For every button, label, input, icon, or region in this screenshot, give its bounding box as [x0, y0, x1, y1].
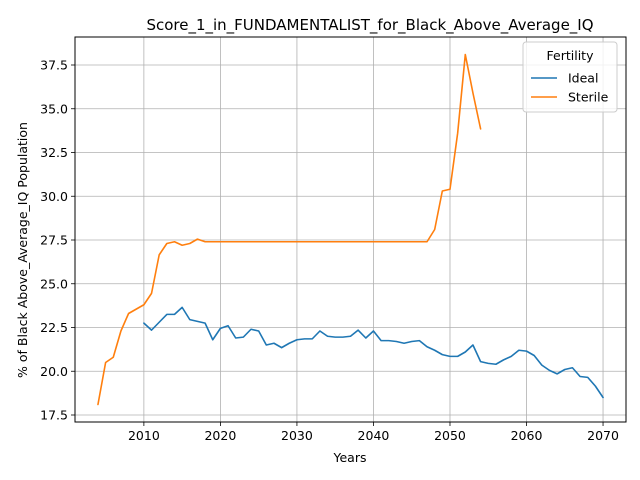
x-tick-label: 2030 [281, 428, 313, 443]
y-tick-label: 35.0 [40, 101, 68, 116]
grid-lines [75, 37, 626, 422]
y-tick-label: 17.5 [40, 408, 68, 423]
series-line-ideal [143, 306, 604, 399]
x-tick-label: 2060 [511, 428, 543, 443]
y-tick-label: 30.0 [40, 189, 68, 204]
legend-label-sterile: Sterile [568, 90, 609, 105]
y-tick-label: 37.5 [40, 58, 68, 73]
y-tick-label: 27.5 [40, 233, 68, 248]
y-tick-label: 22.5 [40, 320, 68, 335]
legend-box [522, 41, 618, 113]
x-tick-label: 2040 [358, 428, 390, 443]
x-tick-label: 2020 [204, 428, 236, 443]
x-tick-label: 2070 [587, 428, 619, 443]
y-tick-label: 25.0 [40, 276, 68, 291]
legend-title: Fertility [547, 48, 595, 63]
plot-frame [74, 36, 627, 423]
y-tick-label: 32.5 [40, 145, 68, 160]
series-lines [97, 53, 604, 406]
y-axis-label: % of Black Above_Average_IQ Population [15, 122, 30, 378]
x-tick-label: 2050 [434, 428, 466, 443]
x-axis-label: Years [333, 450, 367, 465]
y-tick-label: 20.0 [40, 364, 68, 379]
axis-ticks: 2010 2020 2030 2040 2050 2060 2070 17.5 20.0 22.5… [40, 58, 619, 444]
series-line-sterile [97, 53, 482, 406]
legend: Fertility Ideal Sterile [522, 41, 618, 113]
legend-label-ideal: Ideal [568, 71, 598, 86]
chart-title: Score_1_in_FUNDAMENTALIST_for_Black_Abov… [146, 16, 593, 35]
x-tick-label: 2010 [128, 428, 160, 443]
